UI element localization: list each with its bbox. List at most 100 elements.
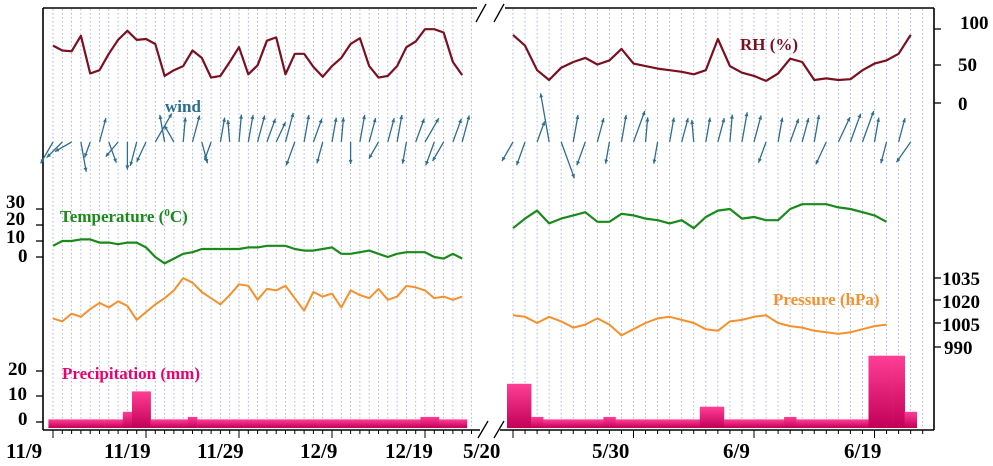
wind-arrow-head-1-18 [730,114,734,119]
wind-arrow-1-0 [501,141,514,162]
wind-arrow-1-5 [572,114,580,143]
precip-bar-0-24 [271,419,282,428]
rh-tick-100: 100 [960,13,989,34]
x-tick-12-19: 12/19 [385,439,433,463]
wind-arrow-1-18 [729,114,734,143]
precip-bar-0-16 [197,419,207,428]
series-lines [52,28,912,337]
wind-arrow-head-0-42 [432,156,437,162]
precip-bar-1-5 [567,419,580,428]
wind-arrow-1-20 [753,115,762,143]
precip-bar-0-35 [373,419,384,428]
x-tick-5-20: 5/20 [463,439,500,463]
precip-bar-1-15 [687,419,701,428]
wind-arrow-1-2 [536,121,546,143]
wind-arrow-0-3 [80,141,88,172]
x-tick-11-9: 11/9 [6,439,42,463]
wind-arrow-1-31 [880,141,888,164]
wind-arrow-head-0-27 [306,114,311,120]
precip-bar-0-5 [94,419,105,428]
wind-arrow-0-43 [452,118,463,143]
wind-arrow-shaft-1-18 [729,114,733,143]
wind-arrow-head-0-28 [318,118,323,124]
precipitation-tick-0: 0 [18,409,28,430]
wind-arrow-shaft-0-22 [256,115,266,143]
wind-arrow-0-2 [54,141,72,153]
wind-arrow-0-9 [129,141,138,167]
temperature-label-unit: C) [170,207,188,226]
wind-arrow-head-0-25 [290,112,295,118]
wind-arrow-head-1-1 [516,160,520,166]
wind-arrow-head-1-9 [623,114,628,120]
precip-bar-0-6 [104,419,114,428]
precipitation-tick-10: 10 [8,384,27,405]
wind-arrow-shaft-0-12 [159,114,166,143]
wind-arrow-head-1-0 [502,156,506,162]
wind-arrow-shaft-0-30 [331,117,337,143]
wind-arrow-head-0-44 [466,115,471,120]
wind-arrow-head-1-29 [870,111,875,116]
wind-arrow-1-12 [652,141,659,164]
wind-arrow-head-0-26 [285,160,290,166]
wind-arrow-1-33 [895,141,912,163]
wind-arrow-shaft-1-13 [669,117,675,143]
wind-arrow-head-1-30 [876,117,880,122]
wind-arrow-0-25 [284,112,295,143]
wind-arrow-1-14 [681,117,689,143]
temperature-label-superscript: 0 [164,207,170,219]
wind-arrow-head-0-43 [458,118,462,124]
wind-arrow-shaft-0-27 [303,114,310,143]
precip-bar-0-41 [429,416,440,428]
precipitation-tick-20: 20 [8,359,27,380]
precip-bar-0-37 [392,419,403,428]
axis-ticks [36,28,941,438]
precip-bar-1-4 [555,419,568,428]
wind-arrow-shaft-0-34 [368,117,377,143]
precip-bar-0-17 [206,419,217,428]
x-tick-11-29: 11/29 [197,439,244,463]
precip-bar-0-29 [318,419,328,428]
wind-arrow-head-0-4 [84,153,88,158]
wind-arrow-head-1-12 [652,159,657,164]
wind-arrow-head-0-31 [341,117,346,122]
wind-arrow-shaft-0-33 [359,114,366,143]
wind-arrow-0-7 [105,141,119,158]
precip-bar-0-9 [132,391,142,428]
precip-bar-1-8 [603,416,616,428]
wind-arrow-shaft-0-28 [312,118,323,143]
wind-arrow-head-1-14 [685,118,689,123]
wind-arrow-0-19 [226,120,231,143]
wind-arrow-0-22 [256,115,266,143]
wind-arrow-shaft-0-15 [191,115,201,143]
wind-arrow-1-7 [596,117,605,143]
precip-bar-0-2 [66,419,77,428]
wind-arrow-head-0-16 [204,158,209,164]
wind-arrow-shaft-1-24 [801,117,810,143]
break-mark-top-2 [493,3,505,23]
x-tick-12-9: 12/9 [300,439,337,463]
wind-arrow-shaft-1-20 [753,115,762,143]
wind-arrow-shaft-1-1 [515,141,526,166]
precip-bar-1-26 [820,419,833,428]
precip-bar-1-1 [519,383,532,429]
wind-arrow-shaft-1-9 [620,114,627,143]
precip-bar-1-28 [844,419,857,428]
break-mark-bottom-1 [477,420,489,439]
wind-arrow-shaft-0-31 [340,117,345,143]
precip-bar-0-43 [448,419,458,428]
wind-arrow-head-0-30 [333,117,338,122]
wind-arrow-head-1-2 [541,121,546,126]
wind-arrow-head-0-12 [158,114,163,120]
x-tick-5-30: 5/30 [592,439,629,463]
precip-bar-1-20 [748,419,761,428]
precip-bar-0-22 [253,419,263,428]
wind-arrow-0-13 [163,124,175,143]
precip-bar-1-6 [579,419,592,428]
wind-arrow-head-0-40 [435,118,439,123]
wind-arrow-shaft-0-25 [284,112,294,143]
pressure-label: Pressure (hPa) [773,290,880,309]
wind-arrow-0-8 [125,142,130,170]
wind-arrow-1-13 [669,117,676,143]
precip-bar-0-34 [364,419,375,428]
temperature-tick-20: 20 [6,209,25,230]
